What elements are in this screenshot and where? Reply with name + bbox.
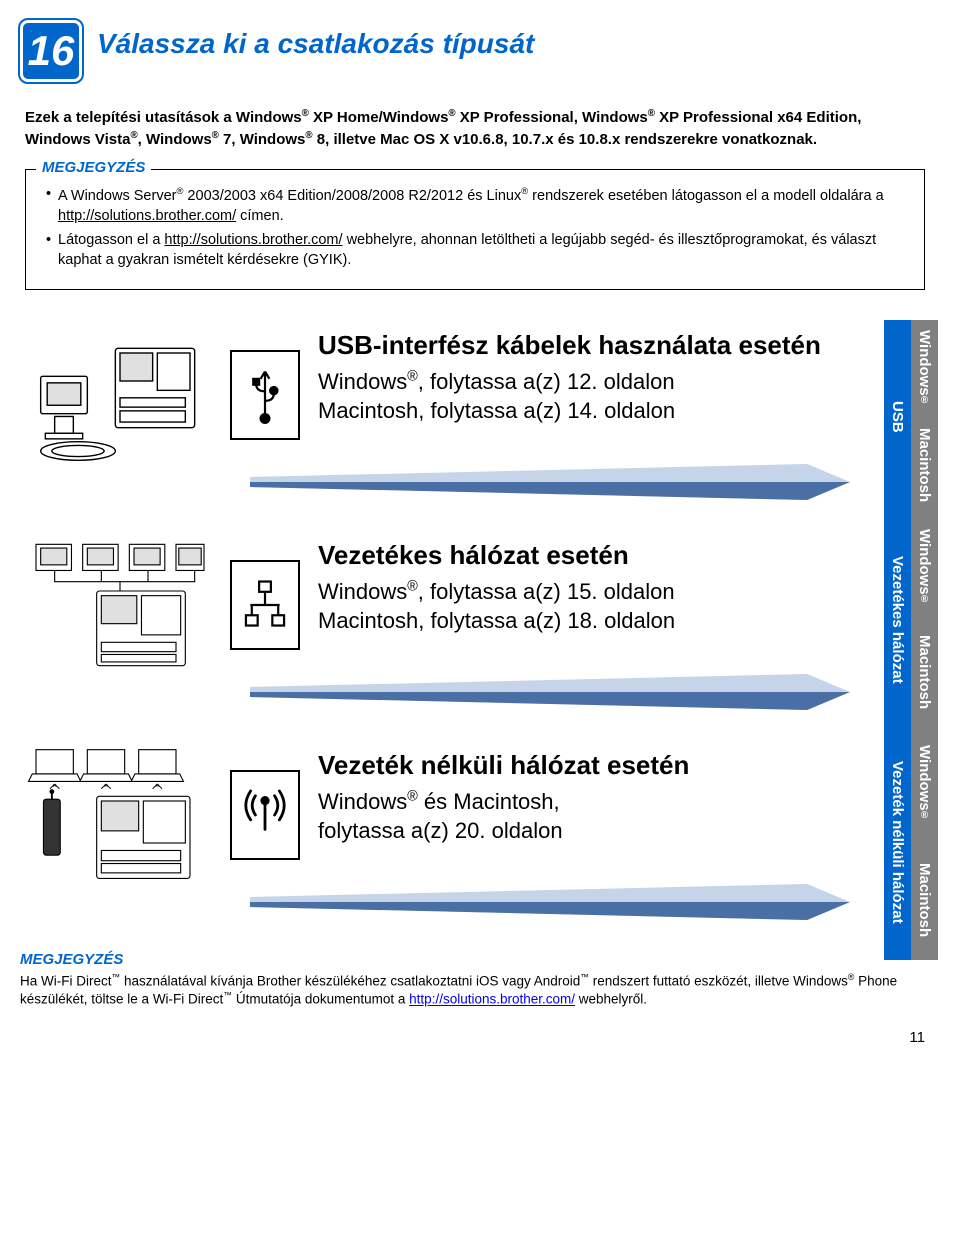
connection-illustration — [20, 740, 220, 890]
connection-illustration — [20, 530, 220, 680]
side-tab-os: Windows® — [911, 320, 938, 417]
page-number: 11 — [20, 1029, 930, 1046]
note-item: A Windows Server® 2003/2003 x64 Edition/… — [46, 184, 910, 226]
footer-note: MEGJEGYZÉS Ha Wi-Fi Direct™ használatáva… — [20, 950, 930, 1010]
connection-icon-box — [230, 770, 300, 860]
connection-illustration — [20, 320, 220, 470]
connection-body: Windows®, folytassa a(z) 12. oldalonMaci… — [318, 367, 930, 426]
note-label: MEGJEGYZÉS — [36, 159, 151, 176]
connection-text: Vezeték nélküli hálózat esetén Windows® … — [318, 740, 930, 846]
side-tab-os: Windows® — [911, 515, 938, 620]
connection-icon-box — [230, 350, 300, 440]
side-tab-category: Vezetékes hálózat — [884, 515, 911, 725]
wired-illustration — [25, 535, 215, 675]
intro-paragraph: Ezek a telepítési utasítások a Windows® … — [25, 107, 930, 151]
step-number-badge: 16 — [20, 20, 82, 82]
side-tab-os: Macintosh — [911, 620, 938, 725]
usb-illustration — [25, 325, 215, 465]
arrow-shape — [250, 882, 850, 922]
connection-body: Windows®, folytassa a(z) 15. oldalonMaci… — [318, 577, 930, 636]
arrow-shape — [250, 672, 850, 712]
note-item: Látogasson el a http://solutions.brother… — [46, 230, 910, 271]
connections-area: USB-interfész kábelek használata esetén … — [20, 320, 930, 890]
side-tab-category: USB — [884, 320, 911, 515]
usb-icon — [243, 365, 287, 425]
step-header: 16 Válassza ki a csatlakozás típusát — [20, 20, 930, 82]
network-icon — [243, 575, 287, 635]
side-tab-os: Macintosh — [911, 417, 938, 515]
side-tab-os: Macintosh — [911, 842, 938, 960]
footer-note-label: MEGJEGYZÉS — [20, 950, 930, 970]
note-box: MEGJEGYZÉS A Windows Server® 2003/2003 x… — [25, 169, 925, 290]
arrow — [250, 672, 850, 712]
connection-row: Vezeték nélküli hálózat esetén Windows® … — [20, 740, 930, 890]
side-tabs: USB Windows® Macintosh Vezetékes hálózat… — [884, 320, 938, 960]
connection-text: USB-interfész kábelek használata esetén … — [318, 320, 930, 426]
step-title: Válassza ki a csatlakozás típusát — [97, 20, 534, 60]
connection-title: Vezetékes hálózat esetén — [318, 540, 930, 571]
link[interactable]: http://solutions.brother.com/ — [409, 992, 575, 1007]
connection-text: Vezetékes hálózat esetén Windows®, folyt… — [318, 530, 930, 636]
tab-group: Vezetékes hálózat Windows® Macintosh — [884, 515, 938, 725]
footer-note-text: Ha Wi-Fi Direct™ használatával kívánja B… — [20, 972, 930, 1009]
wireless-icon — [240, 783, 290, 847]
link[interactable]: http://solutions.brother.com/ — [164, 232, 342, 248]
arrow — [250, 882, 850, 922]
connection-title: Vezeték nélküli hálózat esetén — [318, 750, 930, 781]
arrow-shape — [250, 462, 850, 502]
connection-icon-box — [230, 560, 300, 650]
link[interactable]: http://solutions.brother.com/ — [58, 208, 236, 224]
tab-group: USB Windows® Macintosh — [884, 320, 938, 515]
connection-row: USB-interfész kábelek használata esetén … — [20, 320, 930, 470]
connection-row: Vezetékes hálózat esetén Windows®, folyt… — [20, 530, 930, 680]
connection-body: Windows® és Macintosh,folytassa a(z) 20.… — [318, 787, 930, 846]
tab-group: Vezeték nélküli hálózat Windows® Macinto… — [884, 725, 938, 960]
note-list: A Windows Server® 2003/2003 x64 Edition/… — [46, 184, 910, 271]
connection-title: USB-interfész kábelek használata esetén — [318, 330, 930, 361]
arrow — [250, 462, 850, 502]
wireless-illustration — [25, 745, 215, 885]
side-tab-category: Vezeték nélküli hálózat — [884, 725, 911, 960]
side-tab-os: Windows® — [911, 725, 938, 842]
